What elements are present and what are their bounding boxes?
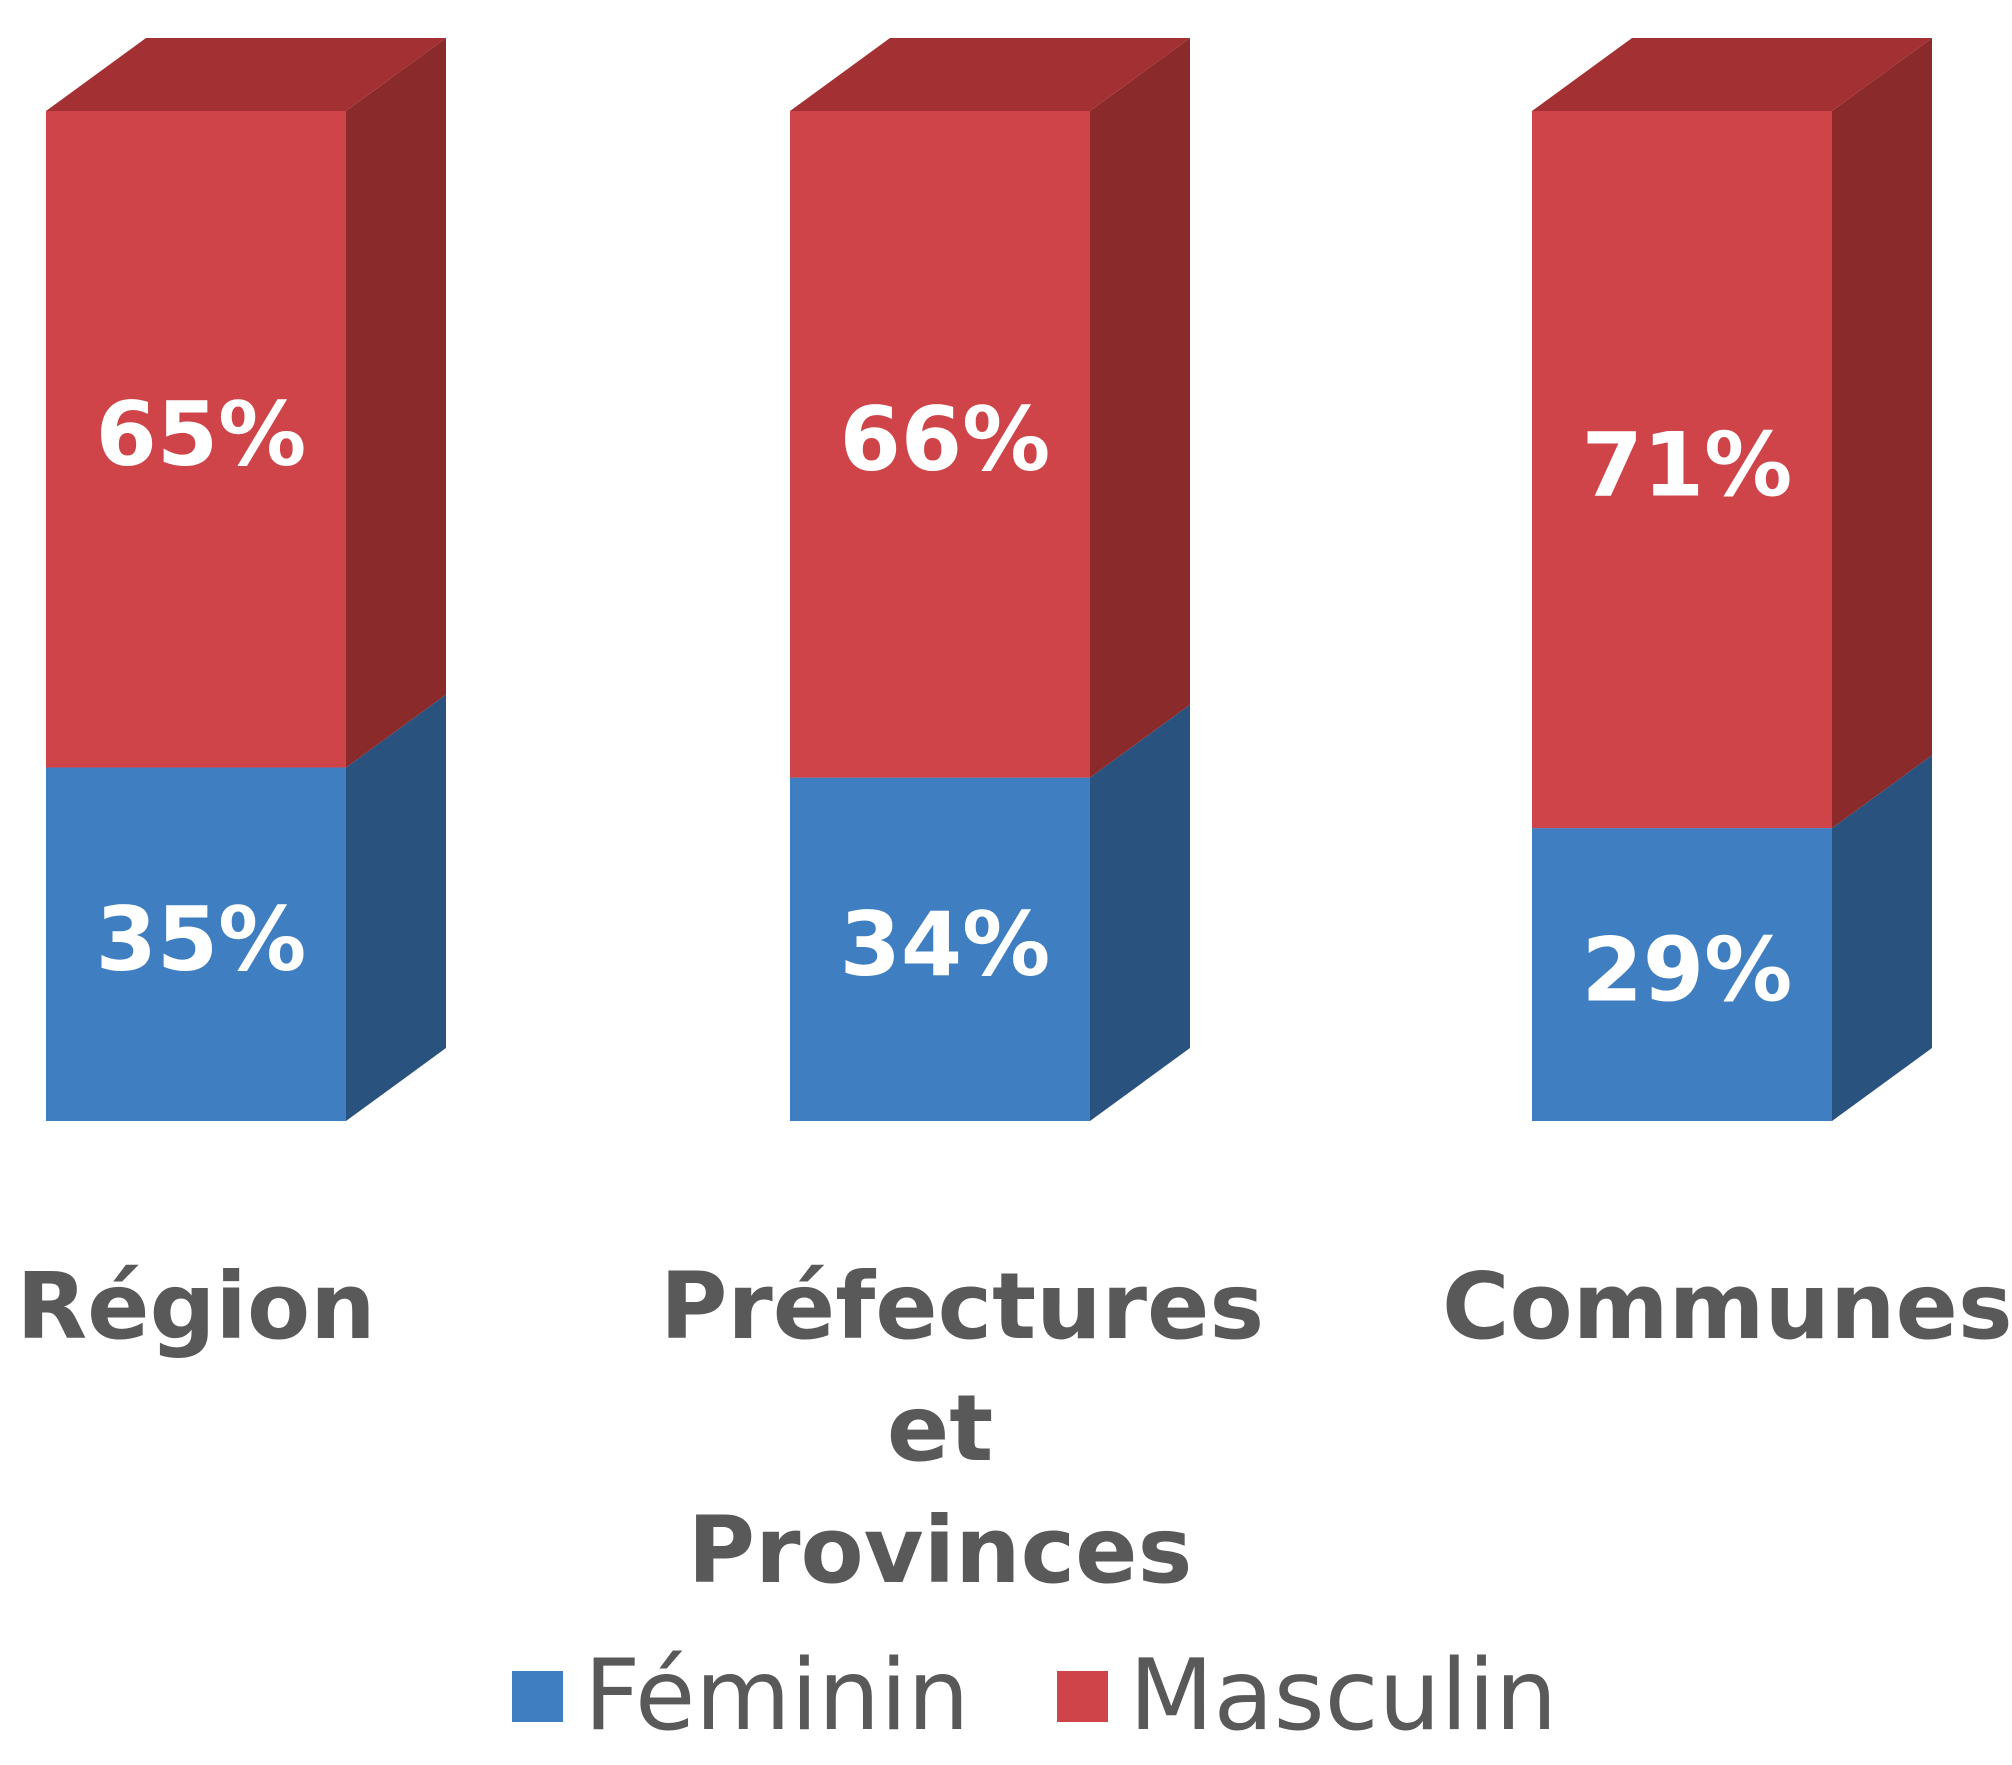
legend-swatch xyxy=(1057,1671,1108,1722)
bar-top xyxy=(46,38,446,111)
bar-side xyxy=(346,694,446,1121)
bar xyxy=(790,111,1090,778)
bar-side xyxy=(1832,38,1932,829)
x-tick-label: Communes xyxy=(1442,1253,2012,1360)
bar-side xyxy=(1090,704,1190,1121)
x-tick-label: Région xyxy=(16,1253,376,1360)
bar-top xyxy=(790,38,1190,111)
data-label: 29% xyxy=(1582,918,1793,1021)
x-tick-label: Préfectures et Provinces xyxy=(660,1253,1265,1604)
bar-side xyxy=(1832,755,1932,1121)
data-label: 35% xyxy=(96,888,307,991)
legend-swatch xyxy=(512,1671,563,1722)
data-label: 66% xyxy=(840,388,1051,491)
bar xyxy=(46,767,346,1121)
bar-side xyxy=(346,38,446,768)
bar xyxy=(790,777,1090,1121)
legend-label: Féminin xyxy=(584,1639,969,1753)
bar xyxy=(46,111,346,768)
bar xyxy=(1532,111,1832,829)
bar-side xyxy=(1090,38,1190,778)
data-label: 34% xyxy=(840,893,1051,996)
bar xyxy=(1532,828,1832,1121)
bar-top xyxy=(1532,38,1932,111)
legend-label: Masculin xyxy=(1129,1639,1557,1753)
data-label: 65% xyxy=(96,383,307,486)
data-label: 71% xyxy=(1582,413,1793,516)
